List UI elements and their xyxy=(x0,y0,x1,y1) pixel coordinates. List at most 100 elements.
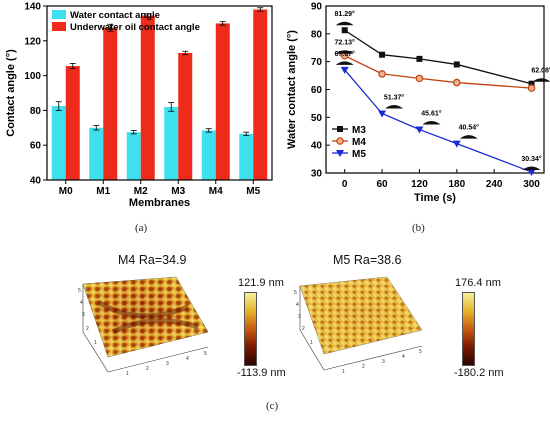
afm-m5-tick: 2 xyxy=(362,364,365,370)
afm-m5-title: M5 Ra=38.6 xyxy=(333,253,402,267)
series-line-M5 xyxy=(344,69,532,173)
y-tick-label: 90 xyxy=(311,2,323,13)
x-tick-label: 240 xyxy=(486,179,503,190)
afm-m4-tick: 2 xyxy=(146,366,149,372)
water-contact-angle-line-chart: 30 40 50 60 70 80 90 0 60 120 180 240 300 Time (s) Wat… xyxy=(286,2,550,204)
afm-m4-tick: 5 xyxy=(78,288,81,294)
data-point-M5 xyxy=(527,169,536,177)
x-tick-label: 180 xyxy=(448,179,465,190)
afm-m5-tick: 5 xyxy=(294,290,297,296)
droplet-icon xyxy=(522,166,541,171)
caption-a: (a) xyxy=(135,222,148,234)
afm-m4-tick: 3 xyxy=(82,312,85,318)
data-point-M3 xyxy=(379,51,386,58)
afm-m4-tick: 5 xyxy=(204,351,207,357)
afm-m4-tick: 1 xyxy=(94,340,97,346)
bar-oil xyxy=(65,66,80,180)
y-tick-label: 30 xyxy=(311,169,323,180)
x-axis-label: Membranes xyxy=(129,197,190,209)
bar-oil xyxy=(140,15,155,180)
data-point-M3 xyxy=(453,61,460,68)
droplet-icon xyxy=(532,78,550,82)
bar-water xyxy=(89,127,104,180)
afm-m4-max-label: 121.9 nm xyxy=(238,277,284,289)
y-tick-label: 40 xyxy=(311,141,323,152)
x-tick-label: 120 xyxy=(411,179,428,190)
bar-oil xyxy=(253,9,268,181)
legend-label: M3 xyxy=(352,125,366,136)
y-tick-label: 80 xyxy=(30,106,42,117)
afm-m4-colorbar xyxy=(244,292,257,366)
data-point-M4 xyxy=(378,70,386,78)
contact-angle-bar-chart: 40 60 80 100 120 140 M0 M1 M2 M3 M4 M5 Membranes Cont… xyxy=(5,2,273,209)
contact-angle-annotation: 45.61° xyxy=(421,110,442,118)
bar-water xyxy=(239,133,254,180)
afm-surface-m5: 5 4 3 2 1 1 2 3 4 5 xyxy=(294,276,423,375)
bar-oil xyxy=(178,52,193,181)
legend-marker xyxy=(336,150,344,157)
data-point-M3 xyxy=(341,27,348,34)
droplet-icon xyxy=(335,21,354,26)
bar-water xyxy=(51,106,66,180)
data-point-M4 xyxy=(453,78,461,87)
droplet-icon xyxy=(335,50,354,54)
y-tick-label: 100 xyxy=(24,71,41,82)
afm-surface-m4: 5 4 3 2 1 1 2 3 4 5 xyxy=(78,276,209,377)
afm-m5-colorbar xyxy=(462,292,475,366)
afm-m5-tick: 1 xyxy=(310,340,313,346)
y-tick-label: 60 xyxy=(311,85,323,96)
bar-water xyxy=(201,130,216,180)
x-tick-label: 300 xyxy=(523,179,540,190)
data-point-M4 xyxy=(527,84,536,92)
afm-m5-tick: 1 xyxy=(342,369,345,375)
x-tick-label: M0 xyxy=(59,186,73,197)
legend-marker xyxy=(336,137,344,145)
x-tick-label: M1 xyxy=(96,186,110,197)
contact-angle-annotation: 40.54° xyxy=(459,124,480,132)
afm-m4-tick: 2 xyxy=(86,326,89,332)
legend-swatch xyxy=(52,22,66,31)
y-tick-label: 120 xyxy=(24,36,41,47)
data-point-M5 xyxy=(340,66,349,74)
data-point-M5 xyxy=(452,140,461,148)
plot-frame xyxy=(46,5,273,181)
droplet-icon xyxy=(422,121,441,125)
droplet-icon xyxy=(335,61,354,65)
data-point-M5 xyxy=(415,126,424,134)
afm-m5-min-label: -180.2 nm xyxy=(454,367,504,379)
contact-angle-annotation: 72.13° xyxy=(335,39,356,47)
y-tick-label: 80 xyxy=(311,29,323,40)
contact-angle-annotation: 51.37° xyxy=(384,94,405,102)
x-tick-label: M3 xyxy=(171,186,185,197)
data-point-M4 xyxy=(415,74,424,83)
legend-label: M5 xyxy=(352,149,366,160)
x-axis-label: Time (s) xyxy=(414,192,456,204)
afm-m5-tick: 4 xyxy=(402,354,405,360)
droplet-icon xyxy=(459,135,478,139)
series-line-M4 xyxy=(344,55,532,89)
legend-label: M4 xyxy=(352,137,366,148)
y-tick-label: 50 xyxy=(311,113,323,124)
data-point-M5 xyxy=(378,110,387,118)
y-axis-label: Water contact angle (°) xyxy=(286,30,298,149)
contact-angle-annotation: 67.07° xyxy=(335,50,356,58)
legend-label: Underwater oil contact angle xyxy=(70,22,200,33)
y-tick-label: 60 xyxy=(30,141,42,152)
legend-label: Water contact angle xyxy=(70,10,160,21)
afm-m5-tick: 3 xyxy=(298,314,301,320)
afm-m5-max-label: 176.4 nm xyxy=(455,277,501,289)
caption-b: (b) xyxy=(412,222,425,234)
x-tick-label: 0 xyxy=(342,179,348,190)
y-tick-label: 70 xyxy=(311,57,323,68)
afm-m4-tick: 4 xyxy=(186,356,189,362)
x-tick-label: M4 xyxy=(209,186,223,197)
bar-water xyxy=(164,106,179,180)
contact-angle-annotation: 62.08° xyxy=(531,67,550,75)
afm-m4-tick: 1 xyxy=(126,371,129,377)
afm-m5-tick: 3 xyxy=(382,359,385,365)
series-line-M3 xyxy=(344,29,532,85)
x-tick-label: 60 xyxy=(376,179,388,190)
data-point-M3 xyxy=(528,80,535,87)
droplet-icon xyxy=(385,105,404,109)
afm-m5-tick: 4 xyxy=(296,302,299,308)
